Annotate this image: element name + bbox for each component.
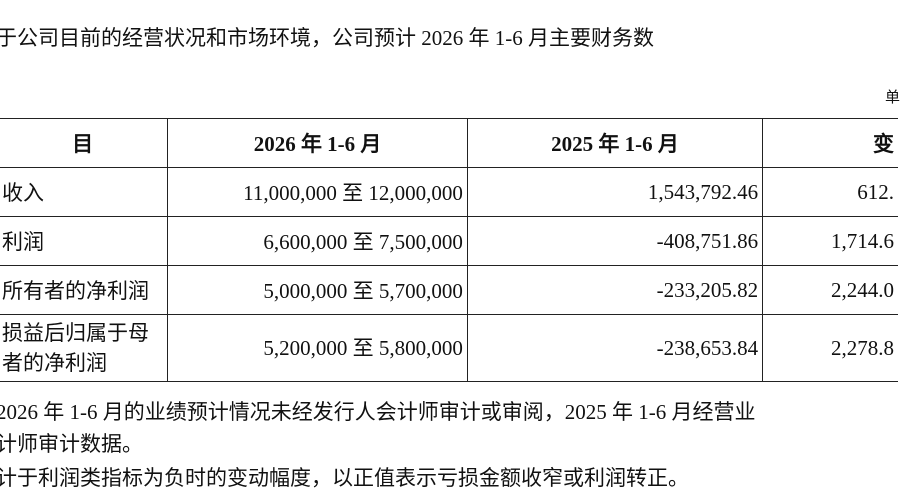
table-row: 利润 6,600,000 至 7,500,000 -408,751.86 1,714.… (0, 216, 898, 266)
header-cell: 2025 年 1-6 月 (466, 118, 764, 168)
value-cell: 2,278.8 (762, 314, 898, 382)
value-cell: 1,543,792.46 (466, 167, 764, 217)
intro-text: 于公司目前的经营状况和市场环境，公司预计 2026 年 1-6 月主要财务数 (0, 26, 654, 50)
unit-label: 单 (885, 90, 900, 106)
note-line: 2026 年 1-6 月的业绩预计情况未经发行人会计师审计或审阅，2025 年 … (0, 400, 756, 424)
value-cell: -233,205.82 (466, 265, 764, 315)
financial-table: 目 2026 年 1-6 月 2025 年 1-6 月变收入 11,000,000 至… (0, 118, 898, 382)
table-body: 目 2026 年 1-6 月 2025 年 1-6 月变收入 11,000,000 至… (0, 118, 898, 382)
value-cell: 5,000,000 至 5,700,000 (167, 265, 468, 315)
row-label: 所有者的净利润 (0, 265, 169, 315)
value-cell: 6,600,000 至 7,500,000 (167, 216, 468, 266)
table-row: 损益后归属于母 者的净利润 5,200,000 至 5,800,000 -238,65… (0, 314, 898, 382)
row-label-line: 损益后归属于母 (2, 321, 149, 345)
table-row: 收入 11,000,000 至 12,000,000 1,543,792.46 612… (0, 167, 898, 217)
value-cell: 612. (762, 167, 898, 217)
row-label-line: 收入 (2, 181, 44, 205)
value-cell: -408,751.86 (466, 216, 764, 266)
row-label-line: 利润 (2, 230, 44, 254)
row-label: 利润 (0, 216, 169, 266)
value-cell: 11,000,000 至 12,000,000 (167, 167, 468, 217)
row-label-line: 者的净利润 (2, 351, 107, 375)
value-cell: 1,714.6 (762, 216, 898, 266)
value-cell: 2,244.0 (762, 265, 898, 315)
value-cell: 5,200,000 至 5,800,000 (167, 314, 468, 382)
row-label-line: 所有者的净利润 (2, 279, 149, 303)
row-label: 收入 (0, 167, 169, 217)
value-cell: -238,653.84 (466, 314, 764, 382)
note-line: 计于利润类指标为负时的变动幅度，以正值表示亏损金额收窄或利润转正。 (0, 466, 689, 490)
row-label: 损益后归属于母 者的净利润 (0, 314, 169, 382)
header-row: 目 2026 年 1-6 月 2025 年 1-6 月变 (0, 118, 898, 168)
table-row: 所有者的净利润 5,000,000 至 5,700,000 -233,205.82 2… (0, 265, 898, 315)
note-line: 计师审计数据。 (0, 432, 143, 456)
header-cell: 变 (762, 118, 898, 168)
header-cell: 目 (0, 118, 169, 168)
header-cell: 2026 年 1-6 月 (167, 118, 468, 168)
